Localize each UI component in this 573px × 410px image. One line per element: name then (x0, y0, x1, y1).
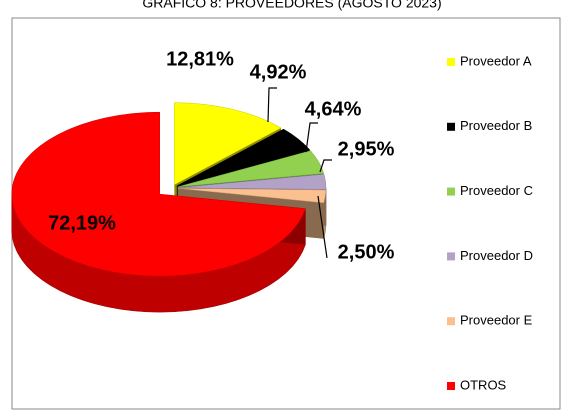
data-label: 12,81% (166, 48, 234, 70)
legend-label: Proveedor B (460, 118, 532, 133)
chart-title: GRÁFICO 8: PROVEEDORES (AGOSTO 2023) (142, 0, 441, 11)
pie-slice (177, 173, 327, 190)
legend-label: Proveedor D (460, 248, 533, 263)
pie-slice (177, 150, 325, 188)
legend-swatch (447, 122, 455, 131)
pie-slice (176, 128, 311, 187)
data-label: 72,19% (48, 212, 116, 234)
legend-label: Proveedor A (460, 53, 532, 68)
legend-label: Proveedor E (460, 313, 533, 328)
data-label: 4,64% (305, 98, 362, 120)
leader-line (267, 87, 277, 123)
data-label: 2,50% (338, 241, 395, 263)
pie-slice (177, 188, 327, 204)
data-label: 4,92% (250, 61, 307, 83)
legend-swatch (447, 252, 455, 261)
legend-label: Proveedor C (460, 183, 533, 198)
legend-swatch (447, 187, 455, 196)
data-label: 2,95% (338, 138, 395, 160)
pie-slice (174, 102, 282, 186)
legend-swatch (447, 58, 455, 66)
leader-line (319, 159, 332, 173)
legend-swatch (447, 382, 455, 390)
pie-slice (11, 111, 306, 277)
leader-line (305, 122, 318, 153)
legend-swatch (447, 317, 455, 326)
legend-label: OTROS (460, 377, 507, 392)
leader-line (317, 195, 328, 259)
pie-tops (11, 102, 327, 277)
